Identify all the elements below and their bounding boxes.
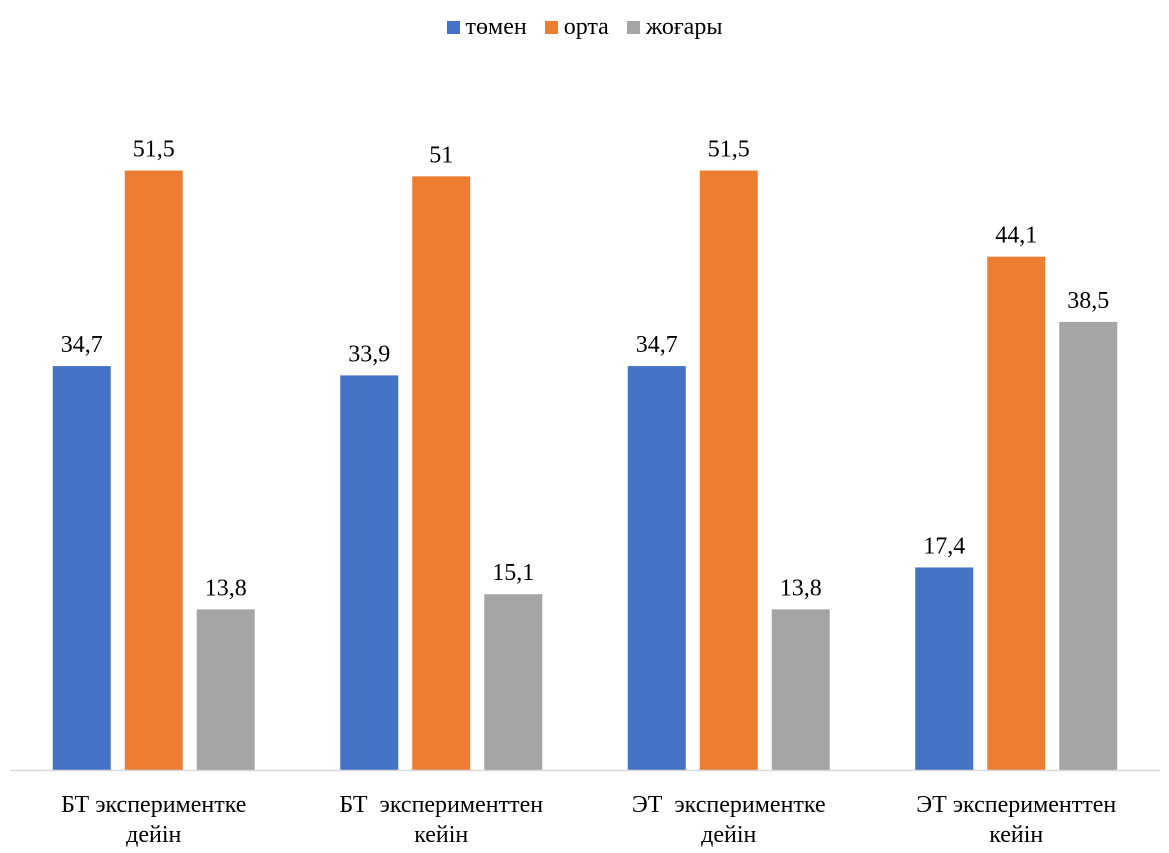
data-label-series-2-category-0: 13,8	[205, 575, 247, 601]
data-label-series-0-category-2: 34,7	[636, 332, 678, 358]
legend-item-series-2: жоғары	[626, 14, 723, 41]
category-label-2-line-0: ЭТ экспериментке	[632, 792, 826, 818]
bar-series-0-category-2	[627, 366, 686, 770]
chart-legend: төмен орта жоғары	[0, 14, 1169, 41]
legend-swatch-series-2	[626, 21, 640, 34]
data-label-series-0-category-0: 34,7	[61, 332, 103, 358]
legend-swatch-series-0	[446, 21, 460, 34]
legend-label-series-0: төмен	[465, 14, 527, 40]
data-label-series-0-category-3: 17,4	[923, 533, 965, 559]
category-label-0-line-1: дейін	[126, 822, 181, 848]
data-label-series-1-category-1: 51	[429, 142, 453, 168]
bar-series-0-category-1	[340, 375, 399, 770]
category-label-1-line-0: БТ эксперименттен	[339, 792, 543, 818]
data-label-series-1-category-0: 51,5	[133, 137, 175, 163]
legend-item-series-0: төмен	[446, 14, 527, 41]
category-label-3-line-1: кейін	[989, 822, 1043, 848]
data-label-series-2-category-2: 13,8	[780, 575, 822, 601]
bar-series-2-category-2	[771, 609, 830, 770]
data-label-series-1-category-3: 44,1	[995, 223, 1037, 249]
bar-series-1-category-1	[412, 176, 471, 771]
bar-series-0-category-3	[915, 567, 974, 770]
category-label-1-line-1: кейін	[414, 822, 468, 848]
category-label-3-line-0: ЭТ эксперименттен	[916, 792, 1116, 818]
legend-label-series-1: орта	[563, 14, 609, 40]
bars-layer	[52, 170, 1118, 771]
category-labels-layer: БТ экспериментке дейін БТ эксперименттен ке…	[61, 792, 1116, 848]
bar-series-1-category-3	[987, 256, 1046, 770]
data-label-series-0-category-1: 33,9	[348, 341, 390, 367]
bar-series-0-category-0	[52, 366, 111, 770]
data-label-series-2-category-1: 15,1	[492, 560, 534, 586]
data-labels-layer: 34,7 51,5 13,8 33,9 51 15,1 34,7 51,5 13,8 17,4 44…	[61, 137, 1110, 602]
category-label-0-line-0: БТ экспериментке	[61, 792, 246, 818]
bar-series-1-category-2	[699, 170, 758, 771]
bar-series-2-category-0	[196, 609, 255, 770]
bar-series-2-category-3	[1059, 321, 1118, 770]
legend-item-series-1: орта	[544, 14, 609, 41]
data-label-series-2-category-3: 38,5	[1067, 288, 1109, 314]
legend-label-series-2: жоғары	[645, 14, 723, 40]
legend-swatch-series-1	[544, 21, 558, 34]
data-label-series-1-category-2: 51,5	[708, 137, 750, 163]
bar-series-1-category-0	[124, 170, 183, 771]
category-label-2-line-1: дейін	[701, 822, 756, 848]
bar-series-2-category-1	[484, 594, 543, 770]
